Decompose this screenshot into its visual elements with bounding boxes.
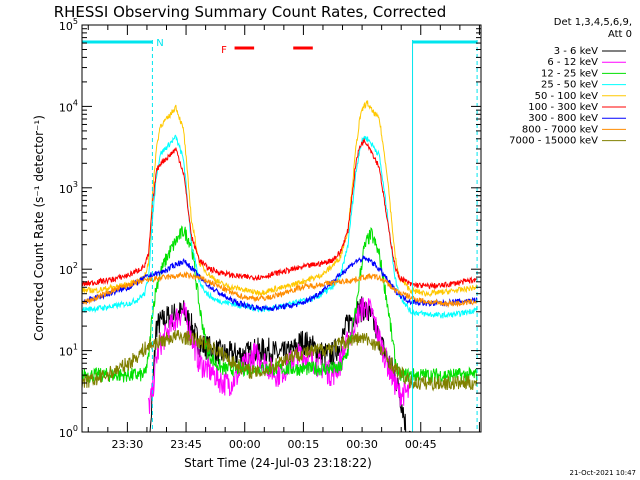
annotation-layer: N F: [82, 38, 478, 432]
series-line-7: [81, 254, 478, 312]
legend-label: 12 - 25 keV: [541, 68, 598, 79]
y-tick-label: 100: [59, 424, 78, 440]
series-line-2: [148, 297, 412, 414]
y-tick-label: 104: [59, 98, 78, 114]
legend-label: 3 - 6 keV: [554, 46, 598, 57]
x-tick-label: 23:45: [170, 438, 202, 451]
night-label: N: [156, 38, 163, 49]
legend-label: 100 - 300 keV: [528, 102, 598, 113]
x-tick-label: 23:30: [112, 438, 144, 451]
legend-label: 25 - 50 keV: [541, 80, 598, 91]
legend-header-line-1: Det 1,3,4,5,6,9,: [554, 17, 632, 28]
legend-label: 300 - 800 keV: [528, 113, 598, 124]
plot-frame: [81, 24, 482, 433]
y-axis-label: Corrected Count Rate (s⁻¹ detector⁻¹): [32, 115, 46, 341]
series-layer: [81, 100, 478, 433]
x-tick-label: 00:15: [288, 438, 320, 451]
footer-date: 21-Oct-2021 10:47: [570, 469, 636, 477]
legend-label: 800 - 7000 keV: [522, 124, 598, 135]
series-line-6: [81, 138, 478, 291]
series-line-5: [81, 100, 478, 298]
x-tick-label: 00:00: [229, 438, 261, 451]
legend-header-line-2: Att 0: [608, 29, 632, 40]
y-tick-label: 105: [59, 17, 78, 33]
tick-label-layer: 100 101 102 103 104 105 23:30 23:45 00:00 00:15 00…: [59, 17, 437, 451]
series-line-8: [81, 270, 478, 309]
y-tick-label: 102: [59, 261, 78, 277]
flag-label: F: [221, 45, 227, 56]
legend-label: 7000 - 15000 keV: [509, 136, 598, 147]
legend-label: 6 - 12 keV: [547, 57, 598, 68]
x-axis-label: Start Time (24-Jul-03 23:18:22): [184, 456, 372, 470]
x-tick-label: 00:30: [346, 438, 378, 451]
y-tick-label: 103: [59, 180, 78, 196]
legend-label: 50 - 100 keV: [535, 91, 599, 102]
axis-layer: [81, 24, 482, 433]
series-line-9: [81, 330, 478, 392]
y-tick-label: 101: [59, 343, 78, 359]
chart-title: RHESSI Observing Summary Count Rates, Co…: [54, 3, 447, 21]
x-tick-label: 00:45: [405, 438, 437, 451]
